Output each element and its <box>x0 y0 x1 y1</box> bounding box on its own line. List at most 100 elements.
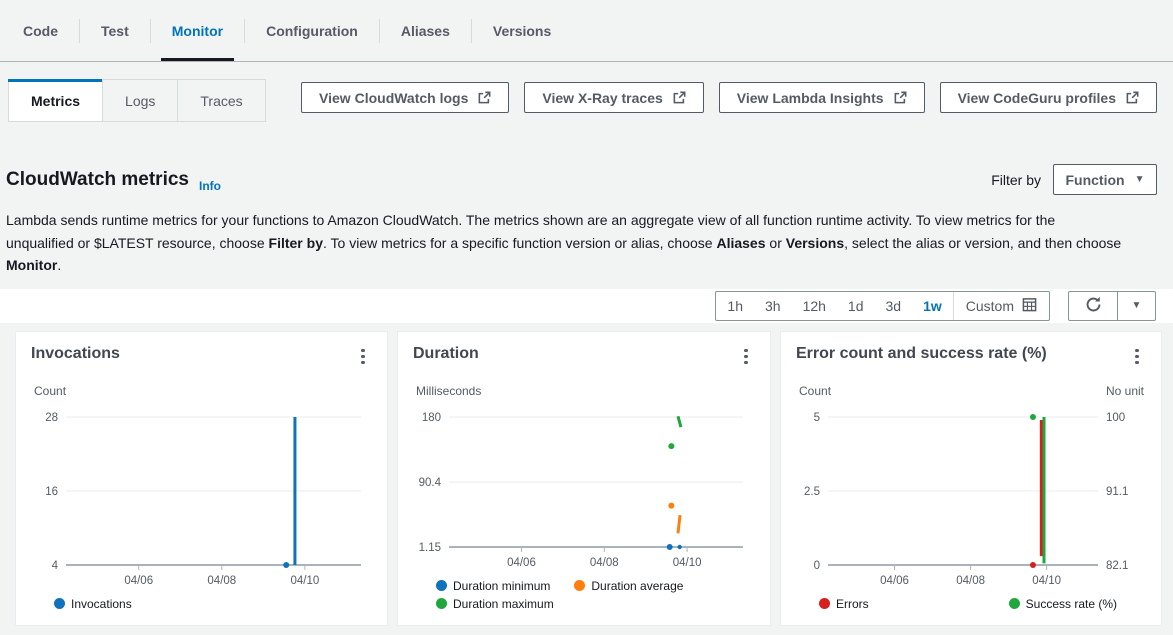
svg-text:28: 28 <box>45 412 58 424</box>
legend-item: Errors <box>819 597 869 611</box>
calendar-icon <box>1022 297 1037 315</box>
legend-color-swatch <box>574 580 585 591</box>
button-label: View CodeGuru profiles <box>958 90 1116 106</box>
svg-text:82.1: 82.1 <box>1106 560 1128 572</box>
refresh-button-group: ▼ <box>1068 291 1156 321</box>
time-range-bar: 1h 3h 12h 1d 3d 1w Custom ▼ <box>0 289 1173 323</box>
view-xray-traces-button[interactable]: View X-Ray traces <box>524 82 703 113</box>
button-label: View CloudWatch logs <box>319 90 468 106</box>
chart-options-menu-button[interactable] <box>351 345 375 369</box>
svg-text:0: 0 <box>814 560 820 572</box>
button-label: View Lambda Insights <box>737 90 884 106</box>
legend-label: Invocations <box>71 597 132 611</box>
tab-aliases[interactable]: Aliases <box>380 0 471 61</box>
svg-text:4: 4 <box>52 560 59 572</box>
external-actions: View CloudWatch logs View X-Ray traces V… <box>301 82 1157 113</box>
time-range-1w[interactable]: 1w <box>912 292 953 320</box>
svg-text:180: 180 <box>422 412 441 424</box>
y-axis-unit-label: Milliseconds <box>416 384 481 398</box>
svg-text:04/08: 04/08 <box>207 575 236 587</box>
legend-label: Errors <box>836 597 869 611</box>
external-link-icon <box>672 91 686 105</box>
svg-text:04/10: 04/10 <box>291 575 320 587</box>
svg-text:1.15: 1.15 <box>419 542 441 554</box>
info-link[interactable]: Info <box>199 179 221 195</box>
custom-label: Custom <box>966 298 1014 314</box>
view-codeguru-profiles-button[interactable]: View CodeGuru profiles <box>940 82 1157 113</box>
subtab-traces[interactable]: Traces <box>177 79 265 122</box>
chart-title: Duration <box>413 345 479 363</box>
subtab-logs[interactable]: Logs <box>102 79 178 122</box>
legend-label: Success rate (%) <box>1026 597 1117 611</box>
view-lambda-insights-button[interactable]: View Lambda Insights <box>719 82 925 113</box>
legend-label: Duration minimum <box>453 579 550 593</box>
y-axis-unit-label: Count <box>799 384 831 398</box>
error-success-chart-card: Error count and success rate (%) Count N… <box>780 331 1162 626</box>
chart-options-menu-button[interactable] <box>734 345 758 369</box>
tab-monitor[interactable]: Monitor <box>151 0 244 61</box>
legend-item: Invocations <box>54 597 132 611</box>
filter-by-select[interactable]: Function ▼ <box>1053 164 1157 195</box>
filter-by-value: Function <box>1065 172 1124 188</box>
chart-title: Invocations <box>31 345 120 363</box>
legend-label: Duration average <box>591 579 683 593</box>
time-range-1d[interactable]: 1d <box>837 292 875 320</box>
page-title: CloudWatch metrics <box>6 169 189 191</box>
tab-test[interactable]: Test <box>80 0 150 61</box>
legend-color-swatch <box>436 580 447 591</box>
monitor-subtabs: Metrics Logs Traces <box>8 79 266 122</box>
invocations-chart-card: Invocations Count 2816404/0604/0804/10 I… <box>15 331 388 626</box>
invocations-plot: 2816404/0604/0804/10 <box>16 403 388 593</box>
chart-legend: Invocations <box>16 593 387 611</box>
external-link-icon <box>477 91 491 105</box>
external-link-icon <box>893 91 907 105</box>
chart-options-menu-button[interactable] <box>1125 345 1149 369</box>
legend-color-swatch <box>1009 598 1020 609</box>
filter-by-label: Filter by <box>991 172 1041 188</box>
time-range-custom[interactable]: Custom <box>953 292 1049 320</box>
time-range-12h[interactable]: 12h <box>792 292 837 320</box>
subtab-metrics[interactable]: Metrics <box>8 79 103 122</box>
chart-legend: Errors Success rate (%) <box>781 593 1161 611</box>
caret-down-icon: ▼ <box>1135 174 1145 185</box>
svg-text:04/06: 04/06 <box>880 575 909 587</box>
legend-color-swatch <box>54 598 65 609</box>
refresh-button[interactable] <box>1069 292 1117 320</box>
tab-configuration[interactable]: Configuration <box>245 0 379 61</box>
description: Lambda sends runtime metrics for your fu… <box>0 209 1140 277</box>
svg-text:04/10: 04/10 <box>1032 575 1061 587</box>
legend-color-swatch <box>819 598 830 609</box>
svg-text:04/06: 04/06 <box>507 557 536 569</box>
svg-text:04/08: 04/08 <box>590 557 619 569</box>
svg-text:90.4: 90.4 <box>419 477 442 489</box>
time-range-3h[interactable]: 3h <box>754 292 792 320</box>
y-axis-right-unit-label: No unit <box>1106 384 1144 398</box>
time-range-3d[interactable]: 3d <box>875 292 913 320</box>
svg-text:91.1: 91.1 <box>1106 486 1128 498</box>
svg-text:04/06: 04/06 <box>124 575 153 587</box>
tab-versions[interactable]: Versions <box>472 0 572 61</box>
legend-item: Duration maximum <box>436 597 554 611</box>
svg-text:04/10: 04/10 <box>673 557 702 569</box>
refresh-options-dropdown[interactable]: ▼ <box>1117 292 1155 320</box>
svg-text:5: 5 <box>814 412 820 424</box>
svg-text:100: 100 <box>1106 412 1125 424</box>
chart-title: Error count and success rate (%) <box>796 345 1047 363</box>
legend-label: Duration maximum <box>453 597 554 611</box>
legend-color-swatch <box>436 598 447 609</box>
duration-chart-card: Duration Milliseconds 180 90.4 1.15 04/06 04… <box>397 331 771 626</box>
chart-legend: Duration minimum Duration average Duration… <box>398 575 770 611</box>
view-cloudwatch-logs-button[interactable]: View CloudWatch logs <box>301 82 509 113</box>
monitor-panel: Metrics Logs Traces View CloudWatch logs… <box>0 79 1173 626</box>
svg-text:04/08: 04/08 <box>956 575 985 587</box>
y-axis-unit-label: Count <box>34 384 66 398</box>
external-link-icon <box>1125 91 1139 105</box>
function-tab-bar: Code Test Monitor Configuration Aliases … <box>0 0 1173 62</box>
svg-text:2.5: 2.5 <box>804 486 820 498</box>
tab-code[interactable]: Code <box>2 0 79 61</box>
button-label: View X-Ray traces <box>542 90 662 106</box>
refresh-icon <box>1085 296 1102 316</box>
charts-row: Invocations Count 2816404/0604/0804/10 I… <box>0 331 1173 626</box>
duration-plot: 180 90.4 1.15 04/06 04/08 04/10 <box>398 403 771 575</box>
time-range-1h[interactable]: 1h <box>716 292 754 320</box>
